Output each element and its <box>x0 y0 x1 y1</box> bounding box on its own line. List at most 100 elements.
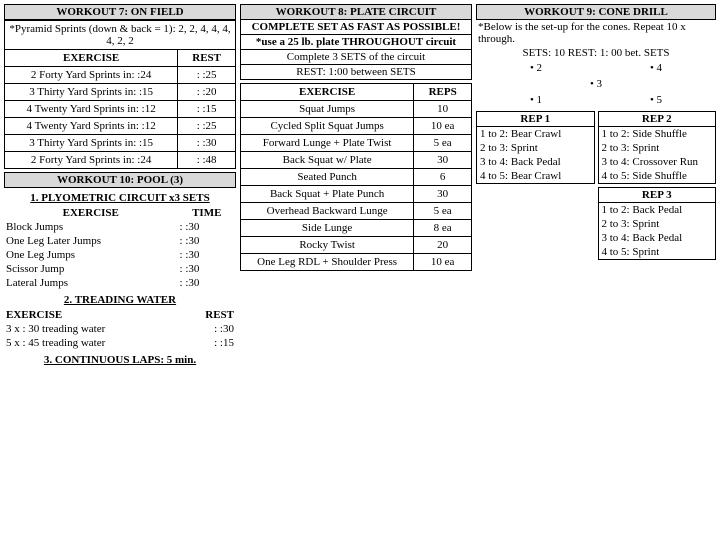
p4c0: Lateral Jumps <box>4 276 178 290</box>
w8-col-ex: EXERCISE <box>241 84 414 101</box>
tread-col-rest: REST <box>180 308 236 322</box>
w8r5c1: 30 <box>414 186 472 203</box>
workout9-note: *Below is the set-up for the cones. Repe… <box>476 20 716 46</box>
w8r8c1: 20 <box>414 237 472 254</box>
workout8-line3: Complete 3 SETS of the circuit <box>240 50 472 65</box>
rep2-r2: 3 to 4: Crossover Run <box>598 155 716 169</box>
laps-head: 3. CONTINUOUS LAPS: 5 min. <box>4 354 236 366</box>
rep1-box: REP 1 1 to 2: Bear Crawl 2 to 3: Sprint … <box>476 111 595 184</box>
w7r4c0: 3 Thirty Yard Sprints in: :15 <box>5 135 178 152</box>
rep3-box: REP 3 1 to 2: Back Pedal 2 to 3: Sprint … <box>598 187 717 260</box>
w8r4c0: Seated Punch <box>241 169 414 186</box>
rep3-r1: 2 to 3: Sprint <box>598 217 716 231</box>
tread-table: EXERCISE REST 3 x : 30 treading water: :… <box>4 308 236 350</box>
rep1-title: REP 1 <box>477 112 595 127</box>
t1c0: 5 x : 45 treading water <box>4 336 180 350</box>
p0c0: Block Jumps <box>4 220 178 234</box>
p2c0: One Leg Jumps <box>4 248 178 262</box>
p3c0: Scissor Jump <box>4 262 178 276</box>
w8r2c0: Forward Lunge + Plate Twist <box>241 135 414 152</box>
w8r9c0: One Leg RDL + Shoulder Press <box>241 254 414 271</box>
plyo-table: EXERCISE TIME Block Jumps: :30 One Leg L… <box>4 206 236 290</box>
workout7-col-exercise: EXERCISE <box>5 50 178 67</box>
rep1-r0: 1 to 2: Bear Crawl <box>477 127 595 142</box>
workout7-col-rest: REST <box>178 50 236 67</box>
cone-row-2: • 1 • 5 <box>476 94 716 106</box>
rep3-title: REP 3 <box>598 188 716 203</box>
rep2-title: REP 2 <box>598 112 716 127</box>
w8r3c1: 30 <box>414 152 472 169</box>
workout8-line1: COMPLETE SET AS FAST AS POSSIBLE! <box>240 20 472 35</box>
p4c1: : :30 <box>178 276 236 290</box>
w8r4c1: 6 <box>414 169 472 186</box>
w8r5c0: Back Squat + Plate Punch <box>241 186 414 203</box>
w8r6c1: 5 ea <box>414 203 472 220</box>
rep1-r1: 2 to 3: Sprint <box>477 141 595 155</box>
w7r0c0: 2 Forty Yard Sprints in: :24 <box>5 67 178 84</box>
w8r0c1: 10 <box>414 101 472 118</box>
w8r3c0: Back Squat w/ Plate <box>241 152 414 169</box>
workout8-line4: REST: 1:00 between SETS <box>240 65 472 80</box>
w8r6c0: Overhead Backward Lunge <box>241 203 414 220</box>
w7r3c1: : :25 <box>178 118 236 135</box>
w8r7c0: Side Lunge <box>241 220 414 237</box>
t0c1: : :30 <box>180 322 236 336</box>
w8r1c0: Cycled Split Squat Jumps <box>241 118 414 135</box>
w8r0c0: Squat Jumps <box>241 101 414 118</box>
plyo-col-ex: EXERCISE <box>4 206 178 220</box>
workout9-sets: SETS: 10 REST: 1: 00 bet. SETS <box>476 46 716 60</box>
rep3-r3: 4 to 5: Sprint <box>598 245 716 260</box>
p1c0: One Leg Later Jumps <box>4 234 178 248</box>
cone-row-1: • 2 • 4 <box>476 62 716 74</box>
workout8-line2: *use a 25 lb. plate THROUGHOUT circuit <box>240 35 472 50</box>
plyo-col-time: TIME <box>178 206 236 220</box>
col-2: WORKOUT 8: PLATE CIRCUIT COMPLETE SET AS… <box>240 4 472 368</box>
t0c0: 3 x : 30 treading water <box>4 322 180 336</box>
w7r1c0: 3 Thirty Yard Sprints in: :15 <box>5 84 178 101</box>
workout9-title: WORKOUT 9: CONE DRILL <box>476 4 716 20</box>
rep2-r3: 4 to 5: Side Shuffle <box>598 169 716 184</box>
w8r8c0: Rocky Twist <box>241 237 414 254</box>
w8-col-reps: REPS <box>414 84 472 101</box>
rep1-r3: 4 to 5: Bear Crawl <box>477 169 595 184</box>
cone-4: • 4 <box>596 62 716 74</box>
workout8-table: EXERCISE REPS Squat Jumps10 Cycled Split… <box>240 83 472 271</box>
col-1: WORKOUT 7: ON FIELD *Pyramid Sprints (do… <box>4 4 236 368</box>
w7r4c1: : :30 <box>178 135 236 152</box>
workout7-table: *Pyramid Sprints (down & back = 1): 2, 2… <box>4 20 236 169</box>
rep2-r1: 2 to 3: Sprint <box>598 141 716 155</box>
rep3-r2: 3 to 4: Back Pedal <box>598 231 716 245</box>
cone-5: • 5 <box>596 94 716 106</box>
workout7-title: WORKOUT 7: ON FIELD <box>4 4 236 20</box>
workout8-title: WORKOUT 8: PLATE CIRCUIT <box>240 4 472 20</box>
w7r5c0: 2 Forty Yard Sprints in: :24 <box>5 152 178 169</box>
p1c1: : :30 <box>178 234 236 248</box>
cone-3: • 3 <box>476 78 716 90</box>
rep2-r0: 1 to 2: Side Shuffle <box>598 127 716 142</box>
w7r3c0: 4 Twenty Yard Sprints in: :12 <box>5 118 178 135</box>
workout7-pyramid: *Pyramid Sprints (down & back = 1): 2, 2… <box>5 21 236 50</box>
t1c1: : :15 <box>180 336 236 350</box>
w8r1c1: 10 ea <box>414 118 472 135</box>
p3c1: : :30 <box>178 262 236 276</box>
w8r2c1: 5 ea <box>414 135 472 152</box>
col-3: WORKOUT 9: CONE DRILL *Below is the set-… <box>476 4 716 368</box>
tread-col-ex: EXERCISE <box>4 308 180 322</box>
cone-1: • 1 <box>476 94 596 106</box>
rep1-r2: 3 to 4: Back Pedal <box>477 155 595 169</box>
w7r2c0: 4 Twenty Yard Sprints in: :12 <box>5 101 178 118</box>
w7r1c1: : :20 <box>178 84 236 101</box>
rep2-box: REP 2 1 to 2: Side Shuffle 2 to 3: Sprin… <box>598 111 717 184</box>
p0c1: : :30 <box>178 220 236 234</box>
rep3-r0: 1 to 2: Back Pedal <box>598 203 716 218</box>
w7r0c1: : :25 <box>178 67 236 84</box>
w8r9c1: 10 ea <box>414 254 472 271</box>
w7r2c1: : :15 <box>178 101 236 118</box>
tread-head: 2. TREADING WATER <box>4 294 236 306</box>
cone-2: • 2 <box>476 62 596 74</box>
w7r5c1: : :48 <box>178 152 236 169</box>
workout10-title: WORKOUT 10: POOL (3) <box>4 172 236 188</box>
w8r7c1: 8 ea <box>414 220 472 237</box>
p2c1: : :30 <box>178 248 236 262</box>
plyo-head: 1. PLYOMETRIC CIRCUIT x3 SETS <box>4 192 236 204</box>
